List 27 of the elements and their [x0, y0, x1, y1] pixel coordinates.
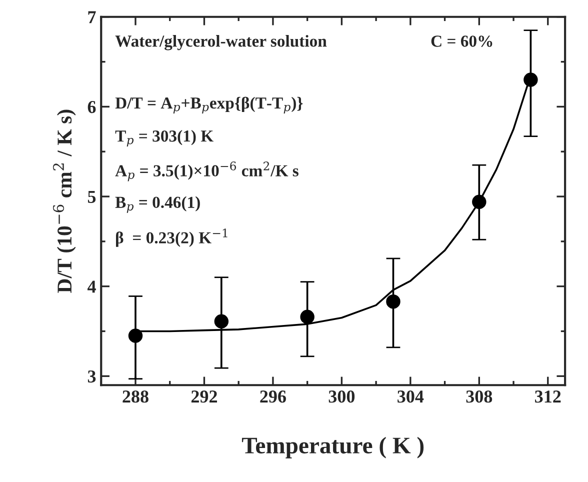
x-tick-label: 300: [328, 390, 355, 403]
annotation: Water/glycerol-water solution: [115, 35, 327, 50]
y-tick-label: 3: [88, 370, 96, 383]
x-axis-title: Temperature ( K ): [242, 436, 424, 458]
x-tick-label: 288: [122, 390, 148, 403]
annotation: C = 60%: [431, 36, 492, 47]
x-tick-label: 308: [466, 390, 492, 403]
x-tick-label: 292: [191, 390, 217, 403]
y-tick-label: 7: [88, 11, 96, 24]
annotation: D/T = A$_{p}$+B$_{p}$exp{β(T-T$_{p}$)}: [115, 96, 303, 114]
x-tick-label: 296: [260, 390, 286, 403]
y-tick-label: 4: [87, 280, 96, 293]
point: [300, 310, 314, 324]
point: [524, 72, 538, 87]
x-tick-label: 304: [398, 390, 424, 403]
point: [386, 294, 400, 309]
point: [128, 328, 143, 343]
annotation: B$_{p}$ = 0.46(1): [115, 196, 200, 213]
annotation: β = 0.23(2) K$^{−1}$: [116, 228, 228, 247]
y-axis-title: D/T (10$^{−6}$ cm$^{2}$ / K s): [53, 110, 76, 293]
annotation: T$_{p}$ = 303(1) K: [115, 130, 214, 147]
annotation: A$_{p}$ = 3.5(1)×10$^{−6}$ cm$^{2}$/K s: [115, 162, 298, 182]
point: [214, 314, 229, 328]
y-tick-label: 5: [88, 190, 96, 203]
point: [472, 194, 486, 210]
x-tick-label: 312: [535, 390, 561, 403]
y-tick-label: 6: [88, 100, 96, 114]
